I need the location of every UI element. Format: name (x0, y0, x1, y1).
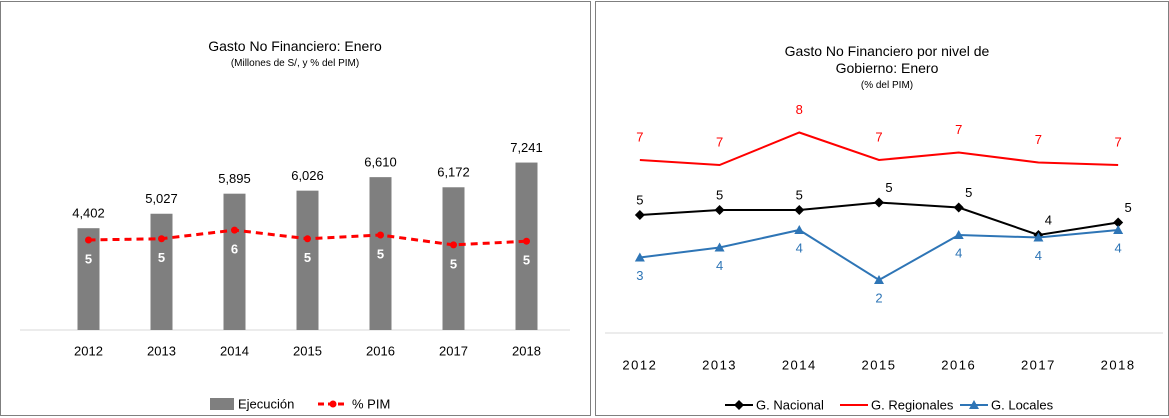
legend-swatch (210, 398, 234, 410)
data-label: 5 (1125, 200, 1132, 215)
data-label: 4 (796, 240, 803, 255)
panel (0, 1, 591, 416)
legend-label: Ejecución (238, 396, 294, 411)
marker (714, 205, 725, 215)
bar (77, 228, 100, 330)
legend-label: G. Nacional (756, 397, 824, 412)
chart-title: Gasto No Financiero por nivel de Gobiern… (784, 43, 990, 76)
x-tick-label: 2013 (147, 343, 176, 358)
data-label: 7 (716, 134, 723, 149)
marker (874, 275, 884, 284)
x-tick-label: 2017 (439, 343, 468, 358)
data-label: 6,610 (364, 155, 397, 170)
data-label: 4 (1045, 212, 1052, 227)
data-label: 7 (875, 129, 882, 144)
x-tick-label: 2012 (74, 343, 103, 358)
legend-label: % PIM (352, 396, 390, 411)
x-tick-label: 2018 (512, 343, 541, 358)
marker (1113, 225, 1124, 234)
data-label: 5 (450, 256, 457, 271)
data-label: 3 (636, 268, 643, 283)
data-label: 5 (304, 250, 311, 265)
x-tick-label: 2018 (1101, 357, 1136, 372)
marker (158, 235, 165, 243)
data-label: 5 (636, 192, 643, 207)
marker (734, 400, 744, 410)
chart: 2012 2013 2014 2015 2016 2017 2018 5 5 5 5 5 4 5 7 7 8 7 7… (605, 102, 1163, 412)
chart-title: Gasto No Financiero: Enero (208, 38, 382, 54)
data-label: 7,241 (510, 140, 543, 155)
marker (450, 241, 457, 249)
data-label: 5 (716, 187, 723, 202)
data-label: 6,172 (437, 165, 470, 180)
bar (369, 177, 392, 330)
bar (150, 213, 173, 330)
chart-subtitle: (% del PIM) (860, 80, 914, 91)
marker (634, 210, 645, 220)
data-label: 7 (636, 129, 643, 144)
x-tick-label: 2016 (941, 357, 976, 372)
line (639, 228, 1119, 282)
data-label: 4,402 (72, 206, 105, 221)
data-label: 4 (955, 245, 962, 260)
data-label: 5 (523, 253, 530, 268)
data-label: 4 (716, 258, 723, 273)
legend-label: G. Regionales (871, 397, 954, 412)
bar (223, 193, 246, 330)
marker (304, 235, 311, 243)
data-label: 7 (1035, 132, 1042, 147)
marker (714, 242, 725, 252)
bar (515, 162, 538, 330)
data-label: 5 (965, 185, 972, 200)
legend-label: G. Locales (991, 397, 1054, 412)
data-label: 8 (796, 102, 803, 117)
x-tick-label: 2013 (702, 357, 737, 372)
marker (794, 225, 805, 234)
x-tick-label: 2016 (366, 343, 395, 358)
bar (442, 187, 465, 330)
x-tick-label: 2014 (782, 357, 817, 372)
x-tick-label: 2012 (622, 357, 657, 372)
data-label: 6 (231, 242, 238, 257)
marker (85, 236, 92, 244)
x-tick-label: 2017 (1021, 357, 1056, 372)
data-label: 5 (377, 246, 384, 261)
data-label: 5 (85, 251, 92, 266)
marker (794, 205, 805, 215)
marker (1113, 217, 1124, 228)
x-tick-label: 2014 (220, 343, 249, 358)
data-label: 5 (885, 180, 892, 195)
legend-swatch (329, 400, 337, 408)
data-label: 5,895 (218, 171, 251, 186)
data-label: 4 (1035, 248, 1042, 263)
data-label: 6,026 (291, 168, 324, 183)
x-tick-label: 2015 (293, 343, 322, 358)
marker (523, 237, 530, 245)
data-label: 5,027 (145, 191, 178, 206)
marker (1033, 232, 1044, 242)
data-label: 2 (875, 290, 882, 305)
marker (377, 231, 384, 239)
marker (953, 230, 964, 239)
data-label: 5 (158, 250, 165, 265)
marker (634, 252, 645, 262)
data-label: 5 (796, 187, 803, 202)
marker (969, 400, 979, 409)
data-label: 4 (1115, 240, 1122, 255)
marker (953, 202, 964, 213)
bar (296, 190, 319, 330)
chart-subtitle: (Millones de S/, y % del PIM) (230, 58, 360, 69)
marker (231, 226, 238, 234)
line (639, 131, 1119, 167)
data-label: 7 (955, 122, 962, 137)
chart: 2012 2013 2014 2015 2016 2017 2018 4,402 5,027 5,… (20, 140, 570, 411)
data-label: 7 (1115, 134, 1122, 149)
x-tick-label: 2015 (862, 357, 897, 372)
marker (874, 197, 884, 208)
